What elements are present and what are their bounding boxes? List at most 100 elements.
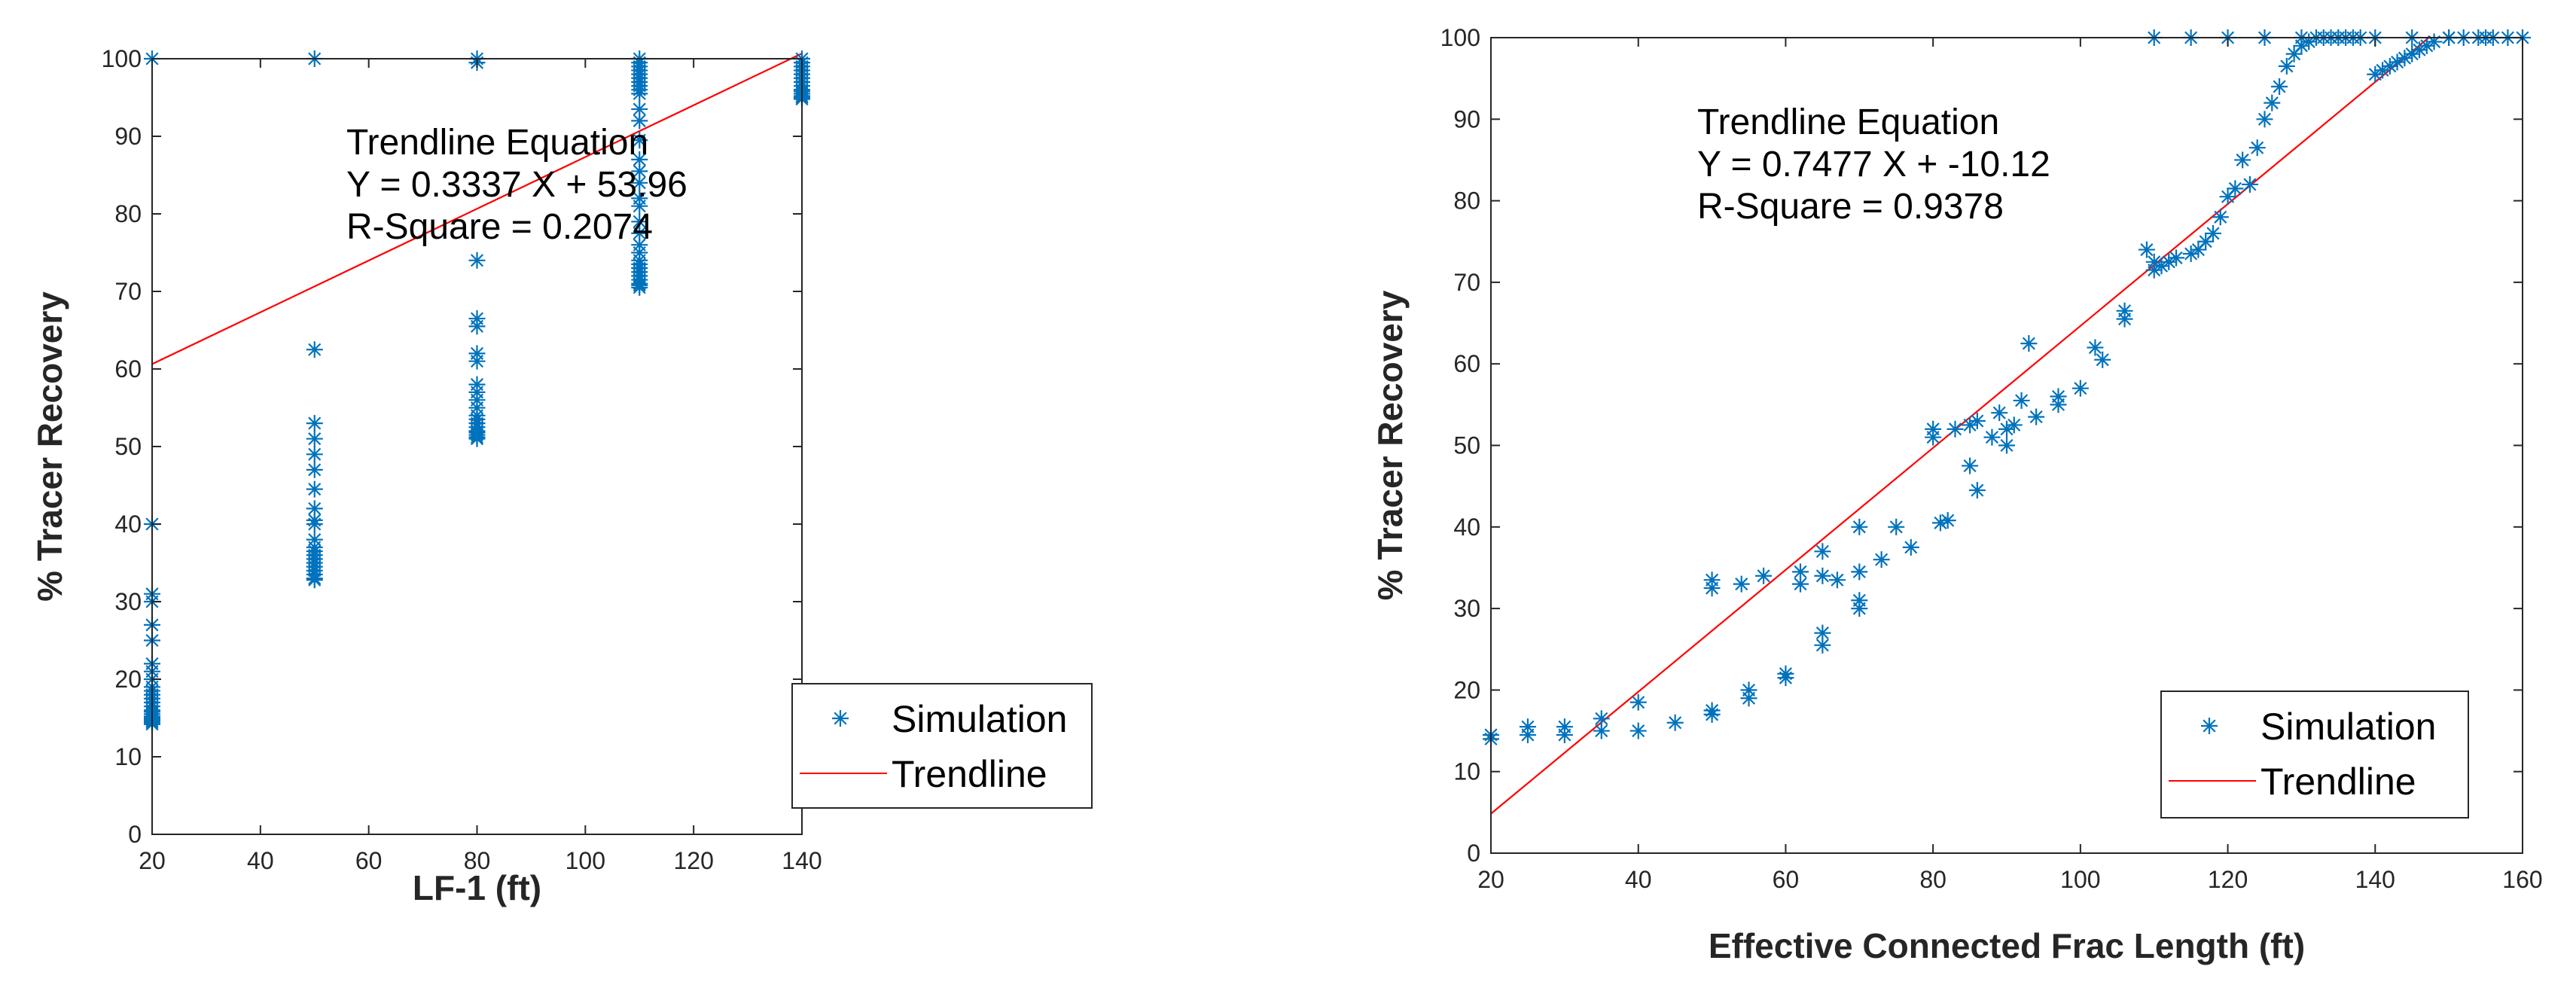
right-data-point (2278, 57, 2295, 75)
right-data-point (1814, 567, 1831, 584)
left-data-point (631, 85, 648, 102)
left-y-tick-label: 50 (114, 433, 142, 460)
left-trendline (151, 53, 803, 365)
left-data-point (631, 174, 648, 191)
left-x-tick-label: 140 (782, 847, 822, 874)
right-data-point (1902, 538, 1919, 556)
left-x-tick-label: 80 (464, 847, 491, 874)
left-annotation: Trendline Equation Y = 0.3337 X + 53.96 … (346, 123, 687, 247)
right-data-point (1740, 690, 1757, 707)
right-data-point (1991, 404, 2008, 422)
right-data-point (2227, 180, 2244, 197)
left-x-tick-label: 120 (673, 847, 713, 874)
right-plot-data (1483, 29, 2531, 815)
left-y-tick-label: 90 (114, 123, 142, 150)
right-annotation-title: Trendline Equation (1697, 102, 1999, 142)
right-x-tick-label: 40 (1625, 866, 1652, 893)
right-data-point (2138, 241, 2155, 258)
left-y-tick-label: 40 (114, 511, 142, 538)
right-data-point (1962, 457, 1979, 474)
right-data-point (1931, 514, 1949, 532)
right-data-point (1733, 575, 1750, 593)
right-data-point (1703, 706, 1721, 723)
right-data-point (1873, 551, 1890, 569)
left-y-tick-label: 80 (114, 200, 142, 227)
right-x-axis-label: Effective Connected Frac Length (ft) (1709, 926, 2305, 965)
right-data-point (1851, 563, 1868, 581)
left-data-point (306, 461, 323, 478)
right-y-tick-label: 90 (1453, 105, 1480, 133)
right-data-point (2005, 416, 2023, 434)
left-legend-trendline-label: Trendline (892, 753, 1047, 795)
right-x-tick-label: 80 (1919, 866, 1946, 893)
right-data-point (2168, 249, 2185, 267)
right-y-tick-label: 50 (1453, 432, 1480, 459)
right-data-point (2050, 388, 2067, 405)
left-legend-box (791, 683, 1093, 809)
left-legend-simulation-marker (832, 710, 849, 727)
right-data-point (1777, 669, 1794, 687)
right-data-point (2374, 62, 2392, 79)
right-annotation: Trendline Equation Y = 0.7477 X + -10.12… (1697, 102, 2050, 227)
right-x-tick-label: 100 (2060, 866, 2100, 893)
right-data-point (1814, 624, 1831, 642)
left-x-tick-label: 20 (139, 847, 166, 874)
right-data-point (2264, 94, 2281, 111)
left-data-point (306, 446, 323, 463)
left-y-tick-label: 60 (114, 355, 142, 383)
right-data-point (2020, 335, 2038, 352)
left-data-point (306, 516, 323, 532)
left-y-axis-label: % Tracer Recovery (30, 291, 69, 602)
right-data-point (1814, 636, 1831, 654)
right-y-tick-label: 40 (1453, 514, 1480, 541)
right-data-point (2389, 53, 2406, 71)
right-x-ticks: 20 40 60 80 100 120 140 160 (1477, 38, 2543, 893)
right-data-point (2411, 41, 2428, 59)
left-data-point (306, 572, 323, 589)
right-x-tick-label: 140 (2355, 866, 2395, 893)
left-x-tick-label: 40 (247, 847, 274, 874)
right-data-point (2071, 380, 2089, 397)
left-x-ticks: 20 40 60 80 100 120 140 (139, 59, 822, 874)
right-legend-simulation-marker (2201, 718, 2218, 734)
right-data-point (1998, 420, 2015, 437)
right-data-point (2425, 33, 2443, 50)
right-y-tick-label: 70 (1453, 269, 1480, 296)
right-data-point (1968, 482, 1986, 499)
right-data-point (1814, 543, 1831, 560)
left-y-tick-label: 70 (114, 278, 142, 305)
left-data-point (306, 480, 323, 498)
right-y-tick-label: 20 (1453, 676, 1480, 703)
right-data-point (1998, 437, 2015, 454)
right-data-point (1666, 714, 1684, 731)
right-data-point (2256, 111, 2273, 128)
left-data-point (631, 132, 648, 149)
left-x-tick-label: 60 (355, 847, 383, 874)
right-chart: 0 10 20 30 40 50 60 70 80 90 100 20 40 60 80 100 120 140… (1370, 24, 2543, 965)
right-data-point (1556, 726, 1573, 743)
right-data-point (2234, 151, 2251, 169)
left-data-point (631, 213, 648, 230)
right-data-point (1851, 518, 1868, 535)
left-annotation-rsquare: R-Square = 0.2074 (346, 207, 653, 247)
right-x-tick-label: 60 (1773, 866, 1800, 893)
left-legend-simulation-label: Simulation (892, 698, 1067, 740)
right-annotation-rsquare: R-Square = 0.9378 (1697, 187, 2004, 227)
left-data-point (468, 352, 486, 370)
right-y-tick-label: 0 (1467, 840, 1480, 867)
right-legend-trendline-label: Trendline (2260, 761, 2416, 803)
right-data-point (1593, 722, 1610, 739)
left-data-point (631, 100, 648, 117)
left-x-tick-label: 100 (566, 847, 605, 874)
right-legend-simulation-label: Simulation (2260, 706, 2436, 748)
left-y-tick-label: 10 (114, 743, 142, 770)
left-data-point (631, 197, 648, 215)
right-y-tick-label: 30 (1453, 595, 1480, 622)
right-data-point (1519, 726, 1536, 743)
right-data-point (1939, 512, 1956, 529)
right-y-tick-label: 60 (1453, 350, 1480, 377)
right-data-point (1851, 600, 1868, 617)
left-annotation-equation: Y = 0.3337 X + 53.96 (346, 165, 687, 205)
left-x-axis-label: LF-1 (ft) (413, 868, 541, 907)
